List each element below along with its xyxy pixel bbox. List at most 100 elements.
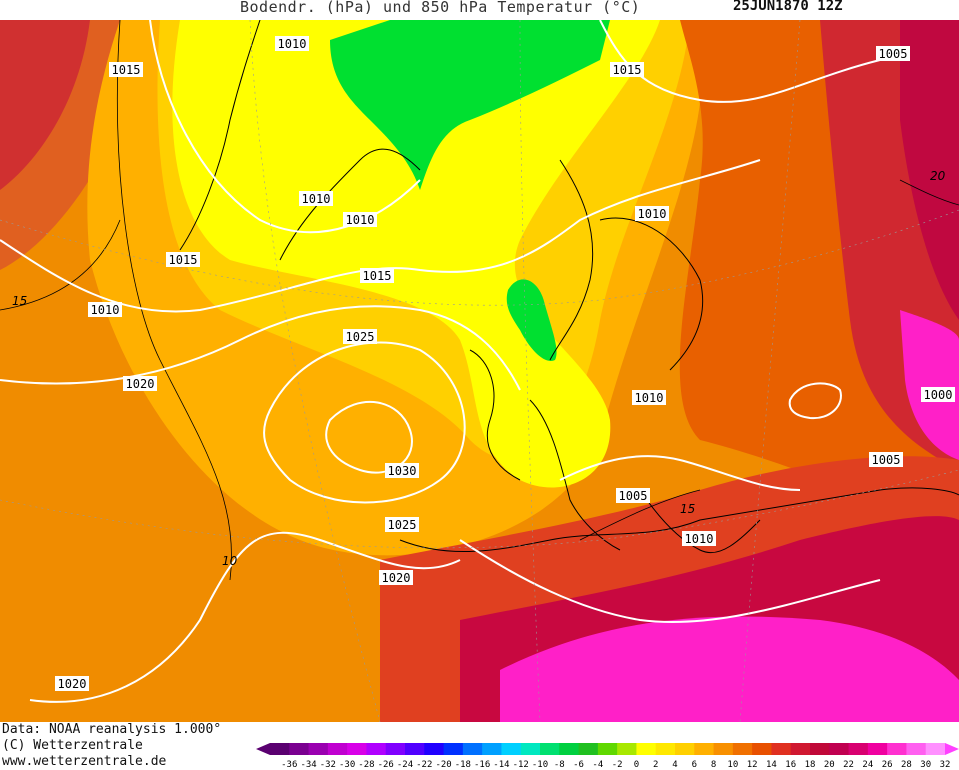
temp-field-east-magenta xyxy=(900,310,959,460)
svg-text:1005: 1005 xyxy=(619,489,648,503)
svg-text:1010: 1010 xyxy=(346,213,375,227)
weather-map: 1010 1015 1015 1005 1010 1010 1010 1015 … xyxy=(0,20,959,722)
data-source: Data: NOAA reanalysis 1.000° xyxy=(2,722,222,737)
scale-tick-label: 6 xyxy=(692,760,697,770)
pressure-label: 1020 xyxy=(379,570,413,585)
graticule xyxy=(0,20,959,722)
temp-field-east-dark xyxy=(900,20,959,320)
scale-tick-label: -20 xyxy=(435,760,451,770)
svg-text:1015: 1015 xyxy=(112,63,141,77)
scale-swatch xyxy=(482,743,502,755)
scale-tick-label: -36 xyxy=(281,760,297,770)
scale-swatch xyxy=(462,743,483,755)
scale-swatch xyxy=(366,743,387,755)
scale-tick-label: -12 xyxy=(513,760,529,770)
svg-text:1015: 1015 xyxy=(169,253,198,267)
scale-tick-label: -6 xyxy=(573,760,584,770)
scale-swatch xyxy=(694,743,715,755)
scale-swatch xyxy=(347,743,367,755)
scale-tick-label: -18 xyxy=(455,760,471,770)
color-scale: -36 -34 -32 -30 -28 -26 -24 -22 -20 -18 -16 -14 -12-… xyxy=(256,743,959,770)
scale-swatch xyxy=(636,743,657,755)
scale-swatch xyxy=(308,743,329,755)
map-date: 25JUN1870 12Z xyxy=(733,0,843,14)
svg-text:1010: 1010 xyxy=(635,391,664,405)
scale-tick-label: -8 xyxy=(554,760,565,770)
scale-tick-label: -4 xyxy=(592,760,603,770)
scale-swatch xyxy=(887,743,907,755)
scale-tick-label: -2 xyxy=(612,760,623,770)
scale-tick-label: 30 xyxy=(920,760,931,770)
scale-swatch xyxy=(540,743,560,755)
svg-text:1025: 1025 xyxy=(388,518,417,532)
scale-swatch xyxy=(443,743,464,755)
pressure-label: 1005 xyxy=(616,488,650,503)
temp-field-south-magenta xyxy=(500,616,959,722)
pressure-label: 1010 xyxy=(275,36,309,51)
temperature-label: 15 xyxy=(12,294,27,308)
scale-swatch xyxy=(424,743,445,755)
scale-swatch xyxy=(520,743,541,755)
scale-swatch xyxy=(270,743,290,755)
pressure-label: 1015 xyxy=(360,268,394,283)
scale-swatch xyxy=(289,743,310,755)
scale-arrow-right xyxy=(945,743,959,755)
svg-text:1020: 1020 xyxy=(58,677,87,691)
pressure-label: 1025 xyxy=(343,329,377,344)
scale-tick-label: -14 xyxy=(493,760,509,770)
map-title: Bodendr. (hPa) und 850 hPa Temperatur (°… xyxy=(240,0,641,16)
scale-tick-label: -28 xyxy=(358,760,374,770)
scale-swatch xyxy=(405,743,425,755)
pressure-label: 1010 xyxy=(682,531,716,546)
temp-field-west-red xyxy=(0,20,90,190)
pressure-label: 1005 xyxy=(876,46,910,61)
pressure-label: 1005 xyxy=(869,452,903,467)
svg-text:1000: 1000 xyxy=(924,388,953,402)
scale-tick-label: 28 xyxy=(901,760,912,770)
isotherms xyxy=(0,20,959,581)
svg-text:1020: 1020 xyxy=(382,571,411,585)
scale-tick-label: -30 xyxy=(339,760,355,770)
temp-field-green-island xyxy=(506,279,557,361)
scale-tick-label: -16 xyxy=(474,760,490,770)
scale-tick-label: 0 xyxy=(634,760,639,770)
scale-swatch xyxy=(732,743,753,755)
temp-field-yellow xyxy=(172,20,660,488)
scale-swatch xyxy=(578,743,599,755)
scale-swatch xyxy=(597,743,618,755)
temperature-label: 15 xyxy=(680,502,695,516)
svg-text:1010: 1010 xyxy=(638,207,667,221)
svg-text:1015: 1015 xyxy=(363,269,392,283)
scale-swatch xyxy=(867,743,888,755)
scale-swatch xyxy=(771,743,792,755)
copyright: (C) Wetterzentrale xyxy=(2,738,143,753)
scale-tick-label: 32 xyxy=(940,760,951,770)
scale-tick-label: 16 xyxy=(785,760,796,770)
temperature-label-group: 15 15 10 20 xyxy=(12,169,946,568)
scale-tick-label: 22 xyxy=(843,760,854,770)
pressure-label: 1010 xyxy=(635,206,669,221)
pressure-label: 1015 xyxy=(166,252,200,267)
temperature-label: 20 xyxy=(930,169,946,183)
scale-swatch xyxy=(617,743,637,755)
svg-text:1020: 1020 xyxy=(126,377,155,391)
pressure-label: 1010 xyxy=(632,390,666,405)
scale-swatch xyxy=(810,743,830,755)
scale-swatch xyxy=(829,743,850,755)
scale-swatch xyxy=(385,743,406,755)
scale-tick-label: 8 xyxy=(711,760,716,770)
color-scale-ticks: -36 -34 -32 -30 -28 -26 -24 -22 -20 -18 -16 -14 -12-… xyxy=(281,760,950,770)
pressure-label: 1020 xyxy=(123,376,157,391)
scale-swatch xyxy=(675,743,695,755)
svg-text:1015: 1015 xyxy=(613,63,642,77)
scale-swatch xyxy=(327,743,348,755)
pressure-label: 1025 xyxy=(385,517,419,532)
pressure-label: 1010 xyxy=(299,191,333,206)
scale-tick-label: 18 xyxy=(805,760,816,770)
pressure-label: 1010 xyxy=(88,302,122,317)
scale-swatch xyxy=(501,743,522,755)
svg-text:1010: 1010 xyxy=(302,192,331,206)
scale-tick-label: -10 xyxy=(532,760,548,770)
website-url: www.wetterzentrale.de xyxy=(2,754,167,769)
coastlines xyxy=(179,20,959,554)
